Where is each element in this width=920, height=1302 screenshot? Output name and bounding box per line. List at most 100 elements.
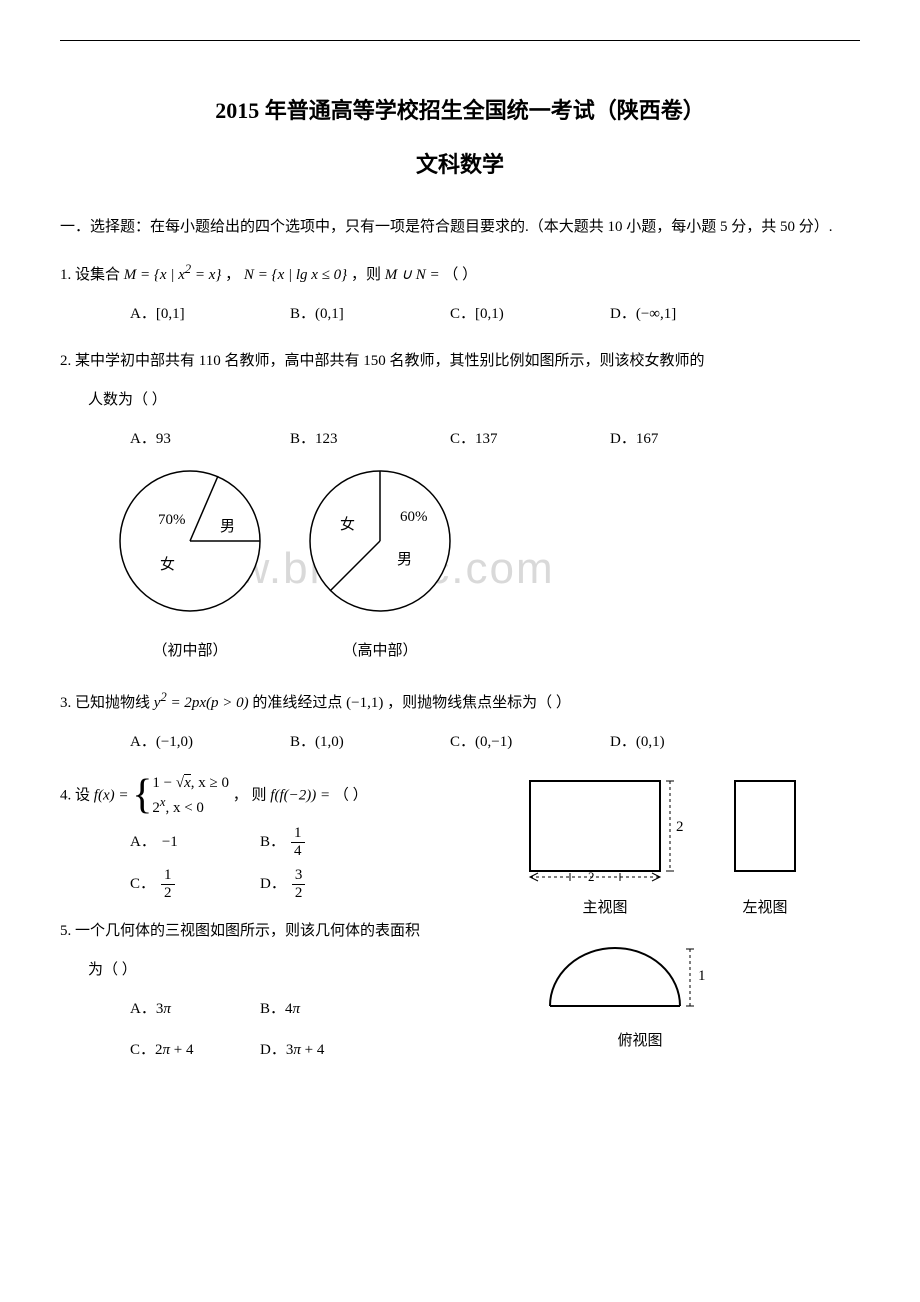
question-3: 3. 已知抛物线 y2 = 2px(p > 0) 的准线经过点 (−1,1) ，… — [60, 684, 860, 759]
q4-opt-a: A． −1 — [130, 825, 260, 859]
q4-opt-c: C． 1 2 — [130, 867, 260, 901]
q4-b-label: B． — [260, 826, 285, 859]
q1-union: M ∪ N = — [385, 267, 440, 283]
q2-body1: 2. 某中学初中部共有 110 名教师，高中部共有 150 名教师，其性别比例如… — [60, 345, 860, 378]
pie-right-seg-male: 男 — [397, 552, 412, 568]
q4-fx: f(x) = — [94, 788, 129, 804]
q4-piece2-cond: , x < 0 — [165, 800, 203, 816]
title-line1: 2015 年普通高等学校招生全国统一考试（陕西卷） — [60, 91, 860, 131]
top-rule — [60, 40, 860, 41]
q4-piecewise: { 1 − √x, x ≥ 0 2x, x < 0 — [132, 773, 229, 819]
q4-piece1: 1 − √x, x ≥ 0 — [152, 773, 229, 794]
q5-opt-b: B．4π — [260, 993, 390, 1026]
q2-opt-d: D．167 — [610, 423, 770, 456]
q4-eval: f(f(−2)) = — [270, 788, 330, 804]
q4-d-label: D． — [260, 868, 286, 901]
pie-left-seg-female: 女 — [160, 555, 175, 573]
q4-c-frac: 1 2 — [161, 867, 175, 901]
q3-tail: ，则抛物线焦点坐标为（ ） — [387, 695, 571, 711]
q3-opt-b: B．(1,0) — [290, 726, 450, 759]
three-view-figure: 2 2 主视图 左视图 — [520, 773, 860, 1055]
q1-mid2: ，则 — [351, 267, 385, 283]
q3-opt-d: D．(0,1) — [610, 726, 770, 759]
question-1: 1. 设集合 M = {x | x2 = x} ， N = {x | lg x … — [60, 256, 860, 331]
q4-b-num: 1 — [291, 825, 305, 843]
q1-opt-d: D．(−∞,1] — [610, 298, 770, 331]
q1-mid1: ， — [225, 267, 240, 283]
q4-piece2: 2x, x < 0 — [152, 794, 229, 819]
q4-c-label: C． — [130, 868, 155, 901]
pie-left-svg: 70% 男 女 — [110, 466, 270, 616]
q3-opt-c: C．(0,−1) — [450, 726, 610, 759]
pie-left-block: 70% 男 女 （初中部） — [110, 466, 270, 668]
q4-b-frac: 1 4 — [291, 825, 305, 859]
q4-d-num: 3 — [292, 867, 306, 885]
front-rect — [530, 781, 660, 871]
side-view-label: 左视图 — [730, 895, 800, 922]
q5-opt-d: D．3π + 4 — [260, 1034, 390, 1067]
question-2: 2. 某中学初中部共有 110 名教师，高中部共有 150 名教师，其性别比例如… — [60, 345, 860, 668]
q5-opt-a: A．3π — [130, 993, 260, 1026]
top-dim-val: 1 — [698, 968, 706, 984]
q2-body2: 人数为（ ） — [60, 384, 860, 417]
q4-b-den: 4 — [291, 843, 305, 860]
front-w-inner: 2 — [588, 869, 595, 883]
front-view-label: 主视图 — [520, 895, 690, 922]
q1-opt-c: C．[0,1) — [450, 298, 610, 331]
side-view-svg — [730, 773, 800, 883]
front-view-block: 2 2 主视图 — [520, 773, 690, 922]
q4-opt-b: B． 1 4 — [260, 825, 390, 859]
side-view-block: 左视图 — [730, 773, 800, 922]
q4-a-label: A． — [130, 826, 156, 859]
q4-c-num: 1 — [161, 867, 175, 885]
q3-body: 3. 已知抛物线 y2 = 2px(p > 0) 的准线经过点 (−1,1) ，… — [60, 684, 860, 720]
top-semicircle — [550, 948, 680, 1006]
q1-opt-a: A．[0,1] — [130, 298, 290, 331]
pie-left-caption: （初中部） — [110, 635, 270, 668]
top-view-label: 俯视图 — [540, 1028, 740, 1055]
pie-right-seg-female: 女 — [340, 515, 355, 533]
section-intro: 一．选择题：在每小题给出的四个选项中，只有一项是符合题目要求的.（本大题共 10… — [60, 212, 860, 242]
pie-left-pct: 70% — [158, 512, 186, 528]
q1-tail: （ ） — [443, 267, 477, 283]
q3-point: (−1,1) — [346, 695, 383, 711]
top-view-block: 1 俯视图 — [540, 936, 740, 1055]
q2-opt-a: A．93 — [130, 423, 290, 456]
q3-options: A．(−1,0) B．(1,0) C．(0,−1) D．(0,1) — [60, 726, 860, 759]
q3-mid: 的准线经过点 — [252, 695, 346, 711]
left-brace-icon: { — [132, 777, 152, 815]
q2-options: A．93 B．123 C．137 D．167 — [60, 423, 860, 456]
q1-options: A．[0,1] B．(0,1] C．[0,1) D．(−∞,1] — [60, 298, 860, 331]
pie-left-seg-male: 男 — [220, 519, 235, 535]
q4-d-frac: 3 2 — [292, 867, 306, 901]
q4-d-den: 2 — [292, 885, 306, 902]
pie-right-block: 60% 女 男 （高中部） — [300, 466, 460, 668]
q4-pieces: 1 − √x, x ≥ 0 2x, x < 0 — [152, 773, 229, 819]
q3-eqn: y2 = 2px(p > 0) — [154, 695, 249, 711]
pie-right-svg: 60% 女 男 — [300, 466, 460, 616]
front-view-svg: 2 2 — [520, 773, 690, 883]
q4-mid: ， 则 — [233, 788, 271, 804]
title-line2: 文科数学 — [60, 145, 860, 185]
q2-opt-b: B．123 — [290, 423, 450, 456]
q1-set-m: M = {x | x2 = x} — [124, 267, 222, 283]
q1-body: 1. 设集合 M = {x | x2 = x} ， N = {x | lg x … — [60, 256, 860, 292]
q1-prefix: 1. 设集合 — [60, 267, 124, 283]
q4-opt-d: D． 3 2 — [260, 867, 390, 901]
q4-a-val: −1 — [162, 826, 178, 859]
q4-piece1-cond: , x ≥ 0 — [191, 775, 229, 791]
q4-prefix: 4. 设 — [60, 788, 94, 804]
pie-right-pct: 60% — [400, 509, 428, 525]
top-view-svg: 1 — [540, 936, 740, 1016]
q2-pie-row: www.bingdoc.com 70% 男 女 （初中部） 60% 女 男 — [110, 466, 860, 668]
q5-opt-c: C．2π + 4 — [130, 1034, 260, 1067]
q2-opt-c: C．137 — [450, 423, 610, 456]
side-rect — [735, 781, 795, 871]
q3-opt-a: A．(−1,0) — [130, 726, 290, 759]
q1-set-n: N = {x | lg x ≤ 0} — [244, 267, 347, 283]
q4-tail: （ ） — [334, 788, 368, 804]
q3-prefix: 3. 已知抛物线 — [60, 695, 154, 711]
views-row-top: 2 2 主视图 左视图 — [520, 773, 860, 922]
q4-c-den: 2 — [161, 885, 175, 902]
front-h-val: 2 — [676, 819, 684, 835]
